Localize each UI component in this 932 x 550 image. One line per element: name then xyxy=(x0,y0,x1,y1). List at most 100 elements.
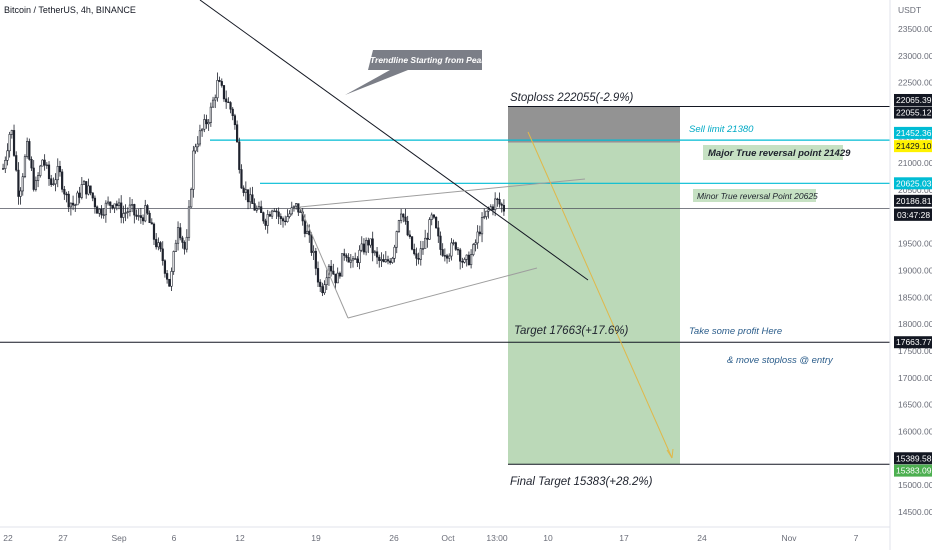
x-tick-label: Sep xyxy=(111,533,126,543)
candle-body xyxy=(415,253,418,259)
candle-body xyxy=(194,146,197,152)
price-label-box xyxy=(894,452,932,465)
candle-body xyxy=(332,270,335,275)
candle-body xyxy=(426,237,429,240)
stoploss-label: Stoploss 222055(-2.9%) xyxy=(510,92,634,104)
stoploss-zone xyxy=(508,106,680,143)
candle-body xyxy=(124,212,127,214)
candle-body xyxy=(299,211,302,213)
candle-body xyxy=(314,250,317,269)
y-tick-label: 19500.00 xyxy=(898,239,932,249)
candle-body xyxy=(187,206,191,238)
x-tick-label: 19 xyxy=(311,533,321,543)
candle-body xyxy=(58,166,62,173)
callout-text: Trendline Starting from Peak xyxy=(370,55,487,65)
candle-body xyxy=(419,248,422,260)
candle-body xyxy=(122,213,125,218)
candle-body xyxy=(378,256,381,261)
candle-body xyxy=(45,164,48,167)
candle-body xyxy=(216,80,219,99)
price-label-box xyxy=(894,336,932,349)
candle-body xyxy=(424,237,427,249)
candle-body xyxy=(485,210,488,217)
price-label-text: 15383.09 xyxy=(896,466,932,476)
x-tick-label: 17 xyxy=(619,533,629,543)
candle-body xyxy=(80,184,83,198)
candle-body xyxy=(316,268,320,283)
price-label-text: 20186.81 xyxy=(896,196,932,206)
candle-body xyxy=(201,128,204,132)
candle-body xyxy=(183,242,186,250)
candle-body xyxy=(102,214,105,216)
candle-body xyxy=(496,198,499,201)
candle-body xyxy=(76,192,79,206)
candle-body xyxy=(338,272,341,277)
candle-body xyxy=(270,210,274,217)
candle-body xyxy=(421,248,425,250)
candle-body xyxy=(463,259,466,263)
candle-body xyxy=(349,259,352,263)
candle-body xyxy=(231,108,234,117)
countdown-text: 03:47:28 xyxy=(897,210,930,220)
candle-body xyxy=(500,203,503,206)
candle-body xyxy=(176,227,180,244)
candle-body xyxy=(295,203,298,207)
candle-body xyxy=(227,101,230,103)
candle-body xyxy=(362,243,366,253)
candle-body xyxy=(494,198,497,211)
candle-body xyxy=(474,242,477,245)
candle-body xyxy=(273,210,276,213)
target-zone xyxy=(508,142,680,465)
candle-body xyxy=(400,213,403,221)
price-label-box xyxy=(894,106,932,119)
candle-body xyxy=(452,242,455,244)
candle-body xyxy=(369,238,372,246)
candle-body xyxy=(17,169,20,197)
candle-body xyxy=(410,236,414,250)
candle-body xyxy=(214,97,217,101)
candle-body xyxy=(391,258,394,263)
candle-body xyxy=(358,249,361,263)
candle-body xyxy=(166,273,169,280)
callout-pointer xyxy=(345,70,408,95)
candle-body xyxy=(229,102,232,110)
price-label-box xyxy=(894,194,932,207)
candle-body xyxy=(225,98,228,103)
take-profit-label: Take some profit Here xyxy=(689,326,782,337)
projection-arrow-line xyxy=(527,131,673,459)
candle-body xyxy=(439,235,442,250)
price-label-text: 17663.77 xyxy=(896,337,932,347)
candle-body xyxy=(382,259,385,263)
candle-body xyxy=(1,168,5,170)
candle-body xyxy=(303,220,306,234)
candle-body xyxy=(69,202,72,208)
x-tick-label: 24 xyxy=(697,533,707,543)
candle-body xyxy=(347,257,350,263)
candle-body xyxy=(146,205,149,214)
candle-body xyxy=(41,159,44,167)
candle-body xyxy=(308,230,311,236)
candle-body xyxy=(39,165,42,176)
candle-body xyxy=(137,215,140,217)
candle-body xyxy=(111,205,114,209)
candle-body xyxy=(12,130,16,156)
candle-body xyxy=(246,189,250,203)
price-label-text: 20625.03 xyxy=(896,178,932,188)
candle-body xyxy=(334,273,337,284)
x-tick-label: 13:00 xyxy=(486,533,508,543)
candle-body xyxy=(15,155,18,171)
candle-body xyxy=(126,211,129,213)
candle-body xyxy=(478,231,481,235)
candle-body xyxy=(52,183,55,186)
candle-body xyxy=(87,185,90,195)
candle-body xyxy=(441,249,444,256)
candle-body xyxy=(6,150,9,161)
candle-body xyxy=(93,197,97,208)
candle-body xyxy=(32,167,35,190)
x-tick-label: 27 xyxy=(58,533,68,543)
candle-body xyxy=(343,253,346,256)
candle-body xyxy=(220,81,223,86)
major-reversal-label: Major True reversal point 21429 xyxy=(708,148,851,159)
